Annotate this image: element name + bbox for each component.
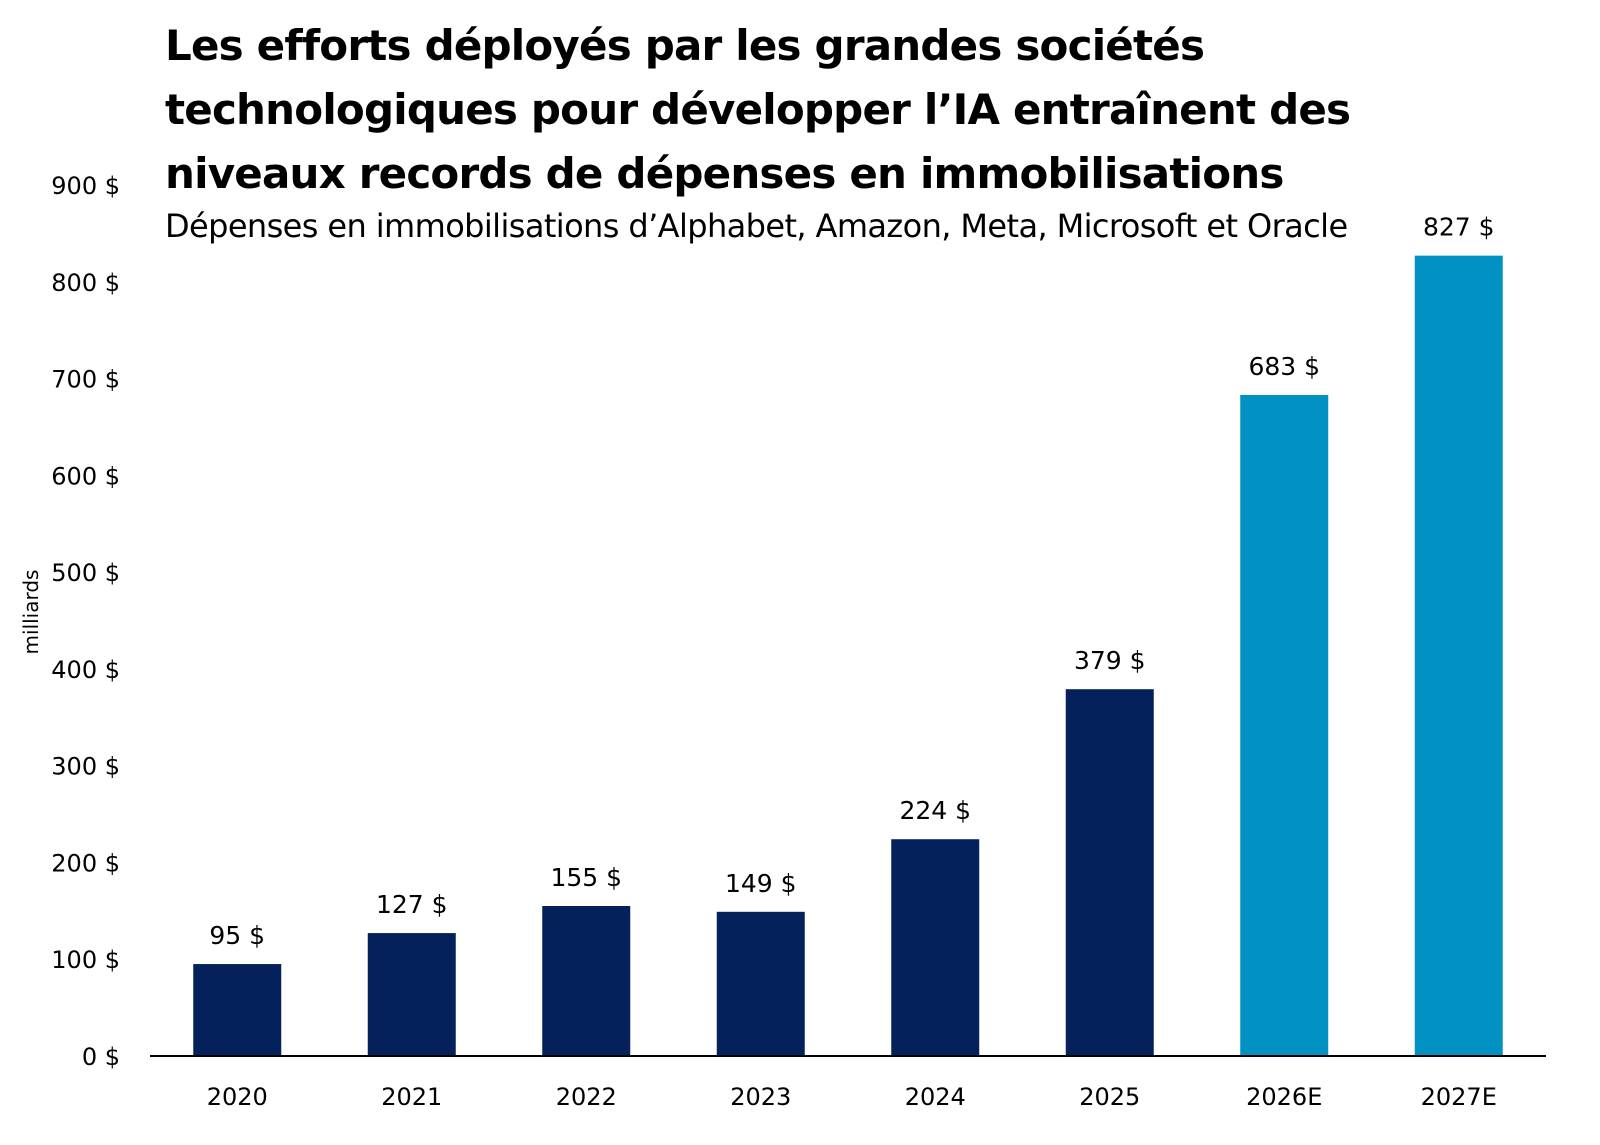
y-tick-label: 200 $	[51, 849, 120, 877]
data-label-2026e: 683 $	[1248, 352, 1320, 381]
chart-title: Les efforts déployés par les grandes soc…	[165, 14, 1465, 206]
data-label-2024: 224 $	[899, 796, 971, 825]
x-tick-label-2022: 2022	[556, 1083, 617, 1111]
y-axis-label: milliards	[19, 570, 43, 655]
x-tick-label-2027e: 2027E	[1421, 1083, 1497, 1111]
y-tick-label: 500 $	[51, 559, 120, 587]
y-tick-label: 800 $	[51, 269, 120, 297]
y-tick-label: 600 $	[51, 462, 120, 490]
chart-title-line-2: technologiques pour développer l’IA entr…	[165, 85, 1351, 134]
y-tick-label: 0 $	[82, 1043, 120, 1071]
data-label-2020: 95 $	[209, 921, 265, 950]
x-tick-label-2020: 2020	[207, 1083, 268, 1111]
data-label-2022: 155 $	[550, 863, 622, 892]
y-tick-label: 900 $	[51, 172, 120, 200]
chart-title-line-3: niveaux records de dépenses en immobilis…	[165, 149, 1284, 198]
data-label-2025: 379 $	[1074, 646, 1146, 675]
x-tick-label-2025: 2025	[1079, 1083, 1140, 1111]
bar-2025	[1065, 689, 1154, 1056]
y-tick-label: 400 $	[51, 656, 120, 684]
data-label-2021: 127 $	[376, 890, 448, 919]
chart-subtitle: Dépenses en immobilisations d’Alphabet, …	[165, 207, 1348, 245]
data-label-2023: 149 $	[725, 869, 797, 898]
x-tick-label-2026e: 2026E	[1246, 1083, 1322, 1111]
y-tick-label: 100 $	[51, 946, 120, 974]
x-tick-label-2023: 2023	[730, 1083, 791, 1111]
bar-2020	[193, 964, 282, 1056]
bar-2022	[542, 905, 631, 1056]
bar-2026e	[1240, 395, 1329, 1056]
data-label-2027e: 827 $	[1423, 213, 1495, 242]
y-tick-label: 300 $	[51, 753, 120, 781]
chart-title-line-1: Les efforts déployés par les grandes soc…	[165, 21, 1205, 70]
x-tick-label-2024: 2024	[905, 1083, 966, 1111]
bar-2023	[716, 911, 805, 1056]
bar-2024	[891, 839, 980, 1056]
bar-2027e	[1414, 255, 1503, 1057]
bar-2021	[367, 933, 456, 1056]
x-tick-label-2021: 2021	[381, 1083, 442, 1111]
y-tick-label: 700 $	[51, 366, 120, 394]
